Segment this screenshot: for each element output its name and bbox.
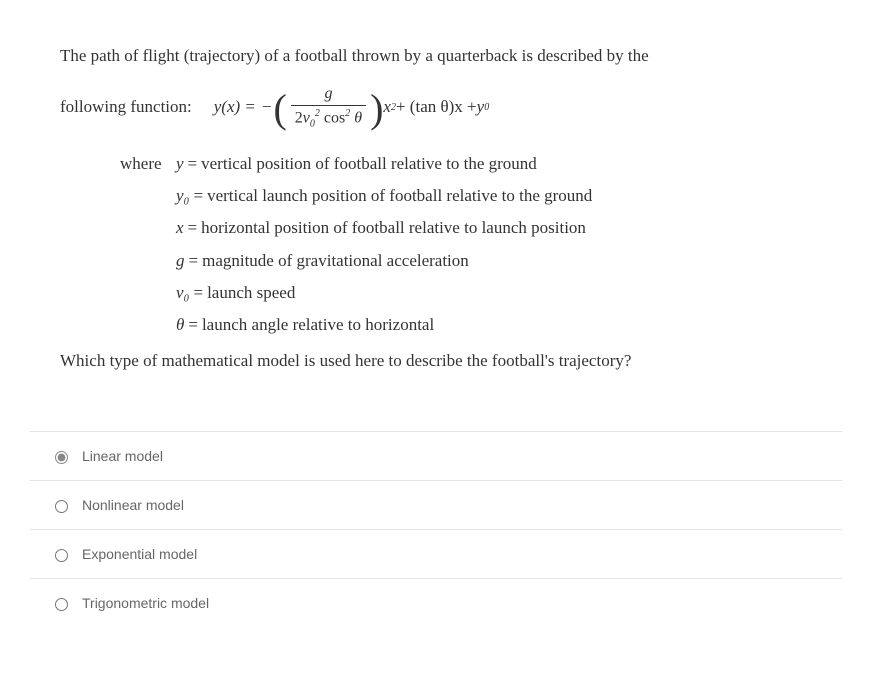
def-var: y <box>176 148 184 180</box>
def-row: y₀=vertical launch position of football … <box>120 180 812 212</box>
def-text: vertical launch position of football rel… <box>207 180 592 212</box>
frac-den: 2v02 cos2 θ <box>291 105 366 130</box>
def-equals: = <box>188 309 198 341</box>
def-var: v₀ <box>176 277 189 309</box>
option-radio[interactable] <box>55 451 68 464</box>
option-radio[interactable] <box>55 549 68 562</box>
option-row[interactable]: Trigonometric model <box>30 578 842 627</box>
option-radio[interactable] <box>55 598 68 611</box>
def-row: wherey=vertical position of football rel… <box>120 148 812 180</box>
def-equals: = <box>193 277 203 309</box>
eq-y0: y <box>477 97 485 117</box>
option-row[interactable]: Nonlinear model <box>30 480 842 529</box>
option-label: Exponential model <box>82 546 197 562</box>
def-equals: = <box>189 245 199 277</box>
closing-question: Which type of mathematical model is used… <box>60 351 812 371</box>
equation: y(x) = − ( g 2v02 cos2 θ ) x2 + (tan θ)x… <box>214 85 489 130</box>
def-row: θ=launch angle relative to horizontal <box>120 309 812 341</box>
answer-options: Linear model Nonlinear model Exponential m… <box>30 431 842 627</box>
where-label-cell <box>120 245 176 277</box>
def-var: y₀ <box>176 180 189 212</box>
following-label: following function: <box>60 97 192 117</box>
def-text: horizontal position of football relative… <box>201 212 586 244</box>
intro-text: The path of flight (trajectory) of a foo… <box>60 46 649 65</box>
variable-definitions: wherey=vertical position of football rel… <box>120 148 812 342</box>
eq-lhs: y(x) = <box>214 97 256 117</box>
where-label-cell <box>120 212 176 244</box>
def-equals: = <box>188 212 198 244</box>
def-row: g=magnitude of gravitational acceleratio… <box>120 245 812 277</box>
where-label-cell <box>120 277 176 309</box>
option-label: Nonlinear model <box>82 497 184 513</box>
def-text: launch speed <box>207 277 295 309</box>
def-text: vertical position of football relative t… <box>201 148 537 180</box>
where-label-cell <box>120 309 176 341</box>
equation-line: following function: y(x) = − ( g 2v02 co… <box>60 85 812 130</box>
question-intro: The path of flight (trajectory) of a foo… <box>60 42 812 69</box>
eq-fraction: g 2v02 cos2 θ <box>291 85 366 130</box>
frac-num: g <box>320 85 336 105</box>
def-var: x <box>176 212 184 244</box>
option-label: Trigonometric model <box>82 595 209 611</box>
option-row[interactable]: Exponential model <box>30 529 842 578</box>
def-var: g <box>176 245 185 277</box>
eq-x: x <box>383 97 391 117</box>
where-label-cell: where <box>120 148 176 180</box>
option-label: Linear model <box>82 448 163 464</box>
def-equals: = <box>193 180 203 212</box>
def-text: magnitude of gravitational acceleration <box>202 245 469 277</box>
def-row: x=horizontal position of football relati… <box>120 212 812 244</box>
def-equals: = <box>188 148 198 180</box>
def-row: v₀=launch speed <box>120 277 812 309</box>
def-text: launch angle relative to horizontal <box>202 309 434 341</box>
option-row[interactable]: Linear model <box>30 431 842 480</box>
option-radio[interactable] <box>55 500 68 513</box>
eq-minus: − <box>262 97 272 117</box>
def-var: θ <box>176 309 184 341</box>
where-label-cell <box>120 180 176 212</box>
eq-plus-tan: + (tan θ)x + <box>396 97 477 117</box>
